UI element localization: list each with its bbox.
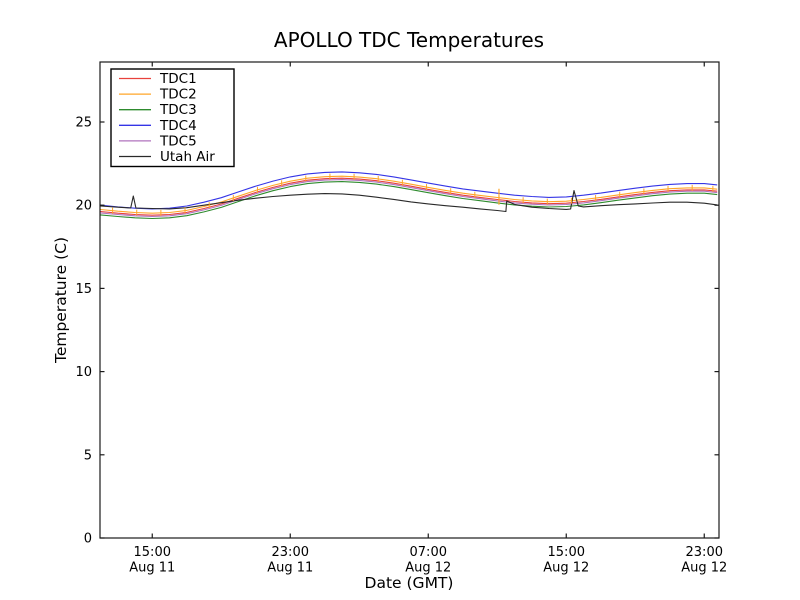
x-tick-label-date: Aug 11 — [267, 561, 313, 576]
series-line-tdc2 — [100, 175, 718, 214]
legend-box — [110, 68, 235, 168]
y-tick-label: 5 — [84, 448, 92, 463]
legend-label: TDC4 — [159, 118, 197, 134]
plot-border — [99, 61, 720, 539]
series-line-tdc4 — [100, 171, 718, 210]
legend-label: Utah Air — [160, 149, 215, 165]
legend-label: TDC5 — [159, 133, 197, 149]
y-tick-label: 20 — [75, 199, 92, 214]
y-tick-label: 25 — [75, 116, 92, 131]
x-tick-label-time: 23:00 — [272, 545, 309, 560]
data-series-group — [100, 171, 718, 220]
x-tick-label-date: Aug 12 — [681, 561, 727, 576]
x-tick-label-time: 07:00 — [410, 545, 447, 560]
y-tick-label: 0 — [84, 532, 92, 547]
chart-title: APOLLO TDC Temperatures — [274, 28, 544, 52]
x-axis-label: Date (GMT) — [365, 574, 454, 592]
x-tick-label-time: 15:00 — [134, 545, 171, 560]
x-tick-label-time: 23:00 — [686, 545, 723, 560]
series-line-tdc1 — [100, 177, 718, 216]
x-tick-label-time: 15:00 — [548, 545, 585, 560]
legend-label: TDC3 — [159, 102, 197, 118]
y-tick-label: 10 — [75, 365, 92, 380]
x-tick-label-date: Aug 12 — [405, 561, 451, 576]
legend-label: TDC1 — [159, 71, 197, 87]
y-tick-label: 15 — [75, 282, 92, 297]
x-tick-label-date: Aug 11 — [129, 561, 175, 576]
y-axis-label: Temperature (C) — [52, 237, 70, 364]
series-line-utah-air — [100, 190, 718, 213]
x-tick-label-date: Aug 12 — [543, 561, 589, 576]
legend-label: TDC2 — [159, 87, 197, 103]
series-line-tdc5 — [100, 179, 718, 218]
series-line-tdc3 — [100, 181, 718, 220]
